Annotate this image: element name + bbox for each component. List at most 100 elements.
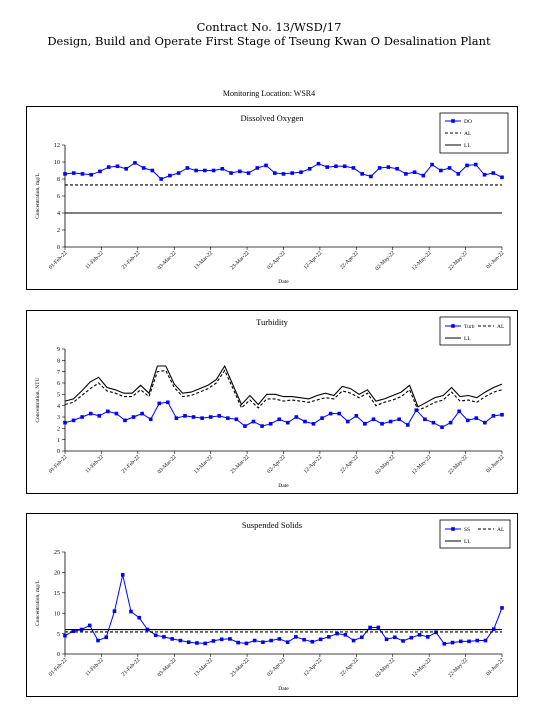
turb-data-point (285, 420, 290, 425)
y-axis-label: Concentration, NTU (35, 377, 41, 422)
ss-data-point (63, 633, 67, 638)
ss-data-point (376, 625, 381, 630)
turb-data-point (328, 411, 333, 416)
ss-data-point (335, 631, 339, 636)
y-tick-label: 8 (57, 359, 60, 365)
chart-title: Turbidity (256, 317, 289, 327)
suspended-solids-chart: Suspended Solids 0 5 10 15 20 25 Concentration,… (26, 513, 518, 697)
turb-data-point (371, 417, 376, 422)
ss-data-point (458, 639, 463, 644)
turb-data-point (423, 417, 427, 422)
turb-data-point (217, 414, 222, 418)
turb-data-point (448, 420, 453, 425)
legend-do-label: DO (464, 119, 472, 125)
do-data-point (203, 168, 207, 173)
x-axis-label: Date (278, 279, 289, 285)
ss-data-point (351, 638, 356, 643)
turbidity-svg: Turbidity 0 1 2 3 4 5 6 7 8 9 Concentration, NTU 01-… (35, 316, 511, 489)
ss-data-point (277, 637, 282, 641)
y-tick-label: 6 (57, 194, 60, 200)
y-tick-label: 12 (54, 143, 60, 149)
turb-data-point (277, 417, 282, 422)
do-data-point (168, 173, 172, 178)
ss-data-point (475, 638, 480, 643)
x-tick-label: 11-Feb-22 (85, 454, 105, 474)
ss-data-point (483, 638, 488, 643)
legend-ss-marker (451, 527, 455, 531)
x-tick-label: 11-Feb-22 (85, 250, 105, 270)
do-data-point (307, 167, 312, 171)
dissolved-oxygen-svg: Dissolved Oxygen 0 2 4 6 8 10 12 Concentration, … (35, 112, 509, 285)
legend-turb-marker (451, 324, 455, 328)
legend-al-label: AL (497, 324, 505, 330)
x-tick-label: 21-Feb-22 (121, 454, 142, 475)
turb-data-point (157, 401, 162, 406)
x-tick-label: 23-Mar-22 (229, 454, 250, 475)
turb-data-point (311, 422, 316, 426)
x-tick-label: 13-Mar-22 (193, 250, 214, 271)
do-data-point (281, 172, 286, 176)
do-data-point (272, 171, 277, 175)
al-series-line (64, 369, 503, 411)
ss-data-point (450, 640, 455, 645)
ss-data-point (360, 635, 364, 640)
legend-al-label: AL (464, 131, 472, 137)
do-data-point (255, 166, 260, 170)
turb-data-point (337, 411, 341, 416)
turb-data-point (303, 419, 307, 424)
turb-data-point (97, 414, 102, 418)
ss-data-point (71, 629, 76, 633)
x-tick-label: 22-May-22 (447, 657, 469, 679)
x-tick-label: 01-Feb-22 (48, 454, 69, 475)
legend-ll-label: LL (464, 336, 471, 342)
y-tick-label: 15 (54, 591, 60, 597)
do-data-point (246, 171, 251, 175)
x-tick-label: 01-Feb-22 (48, 657, 69, 678)
x-tick-label: 12-Apr-22 (303, 657, 324, 678)
x-tick-label: 21-Feb-22 (121, 657, 142, 678)
x-tick-label: 13-Mar-22 (193, 454, 214, 475)
turb-data-point (491, 414, 496, 418)
turb-data-point (397, 417, 401, 422)
ss-data-point (129, 609, 133, 614)
monitoring-location: Monitoring Location: WSR4 (222, 89, 316, 98)
turb-data-point (243, 424, 247, 428)
turb-data-point (457, 409, 461, 414)
y-tick-label: 10 (54, 160, 60, 166)
ss-data-point (120, 573, 125, 577)
x-tick-label: 13-Mar-22 (193, 657, 214, 678)
y-tick-label: 4 (57, 404, 60, 410)
x-tick-label: 21-Feb-22 (121, 250, 142, 271)
turb-data-point (200, 416, 204, 420)
ss-data-point (409, 635, 414, 640)
legend-ss-label: SS (464, 527, 470, 533)
ss-data-point (393, 635, 397, 640)
project-title: Design, Build and Operate First Stage of… (47, 34, 491, 48)
do-series-line (64, 162, 503, 180)
contract-number: Contract No. 13/WSD/17 (196, 20, 342, 34)
x-tick-label: 02-May-22 (374, 250, 396, 272)
x-axis-label: Date (278, 686, 289, 692)
do-data-point (316, 161, 321, 166)
do-data-point (377, 166, 382, 170)
y-axis-label: Concentration, mg/L (35, 579, 41, 625)
y-tick-label: 20 (54, 571, 60, 577)
do-data-point (264, 163, 268, 168)
do-data-point (141, 166, 146, 170)
turb-data-point (380, 422, 384, 426)
turb-series-line (64, 401, 503, 428)
turb-data-point (123, 418, 127, 423)
ss-data-point (310, 639, 315, 644)
x-tick-label: 02-Apr-22 (266, 250, 287, 271)
do-data-point (299, 170, 303, 174)
turb-data-point (500, 412, 504, 417)
turb-data-point (388, 419, 393, 424)
y-axis-label: Concentration, mg/L (35, 172, 41, 218)
legend-box (439, 519, 511, 549)
do-data-point (412, 170, 417, 174)
y-tick-label: 25 (54, 550, 60, 556)
x-tick-label: 23-Mar-22 (229, 250, 250, 271)
ss-data-point (425, 635, 430, 639)
turb-data-point (208, 415, 213, 419)
x-tick-label: 02-Apr-22 (266, 454, 287, 475)
